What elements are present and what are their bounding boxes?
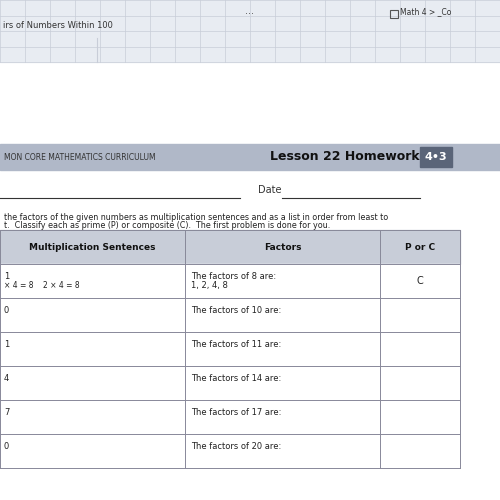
Bar bbox=[0, 0, 500, 62]
Text: × 4 = 8    2 × 4 = 8: × 4 = 8 2 × 4 = 8 bbox=[4, 281, 80, 290]
Text: MON CORE MATHEMATICS CURRICULUM: MON CORE MATHEMATICS CURRICULUM bbox=[4, 152, 156, 162]
Text: The factors of 14 are:: The factors of 14 are: bbox=[191, 374, 281, 383]
Bar bbox=[420, 147, 452, 167]
Text: The factors of 8 are:: The factors of 8 are: bbox=[191, 272, 276, 281]
Text: 1: 1 bbox=[4, 340, 9, 349]
Text: Date: Date bbox=[258, 185, 281, 195]
Text: The factors of 20 are:: The factors of 20 are: bbox=[191, 442, 281, 451]
Text: 1, 2, 4, 8: 1, 2, 4, 8 bbox=[191, 281, 228, 290]
Text: t.  Classify each as prime (P) or composite (C).  The first problem is done for : t. Classify each as prime (P) or composi… bbox=[4, 221, 330, 230]
Text: the factors of the given numbers as multiplication sentences and as a list in or: the factors of the given numbers as mult… bbox=[4, 213, 388, 222]
Text: The factors of 10 are:: The factors of 10 are: bbox=[191, 306, 281, 315]
Bar bbox=[390, 10, 398, 18]
Bar bbox=[0, 230, 460, 264]
Text: 7: 7 bbox=[4, 408, 10, 417]
Text: Lesson 22 Homework: Lesson 22 Homework bbox=[270, 150, 420, 164]
Text: 1: 1 bbox=[4, 272, 9, 281]
Text: Math 4 > _Co: Math 4 > _Co bbox=[400, 8, 452, 16]
Bar bbox=[0, 144, 500, 170]
Bar bbox=[0, 366, 460, 400]
Text: 4•3: 4•3 bbox=[424, 152, 448, 162]
Bar bbox=[0, 434, 460, 468]
Bar bbox=[0, 298, 460, 332]
Text: irs of Numbers Within 100: irs of Numbers Within 100 bbox=[3, 20, 113, 30]
Text: Multiplication Sentences: Multiplication Sentences bbox=[29, 242, 156, 252]
Text: The factors of 11 are:: The factors of 11 are: bbox=[191, 340, 281, 349]
Text: 0: 0 bbox=[4, 306, 9, 315]
Text: Factors: Factors bbox=[264, 242, 301, 252]
Text: ...: ... bbox=[246, 6, 254, 16]
Text: 4: 4 bbox=[4, 374, 9, 383]
Text: C: C bbox=[416, 276, 424, 286]
Text: The factors of 17 are:: The factors of 17 are: bbox=[191, 408, 282, 417]
Bar bbox=[0, 264, 460, 298]
Bar bbox=[0, 332, 460, 366]
Text: P or C: P or C bbox=[405, 242, 435, 252]
Text: 0: 0 bbox=[4, 442, 9, 451]
Bar bbox=[0, 400, 460, 434]
